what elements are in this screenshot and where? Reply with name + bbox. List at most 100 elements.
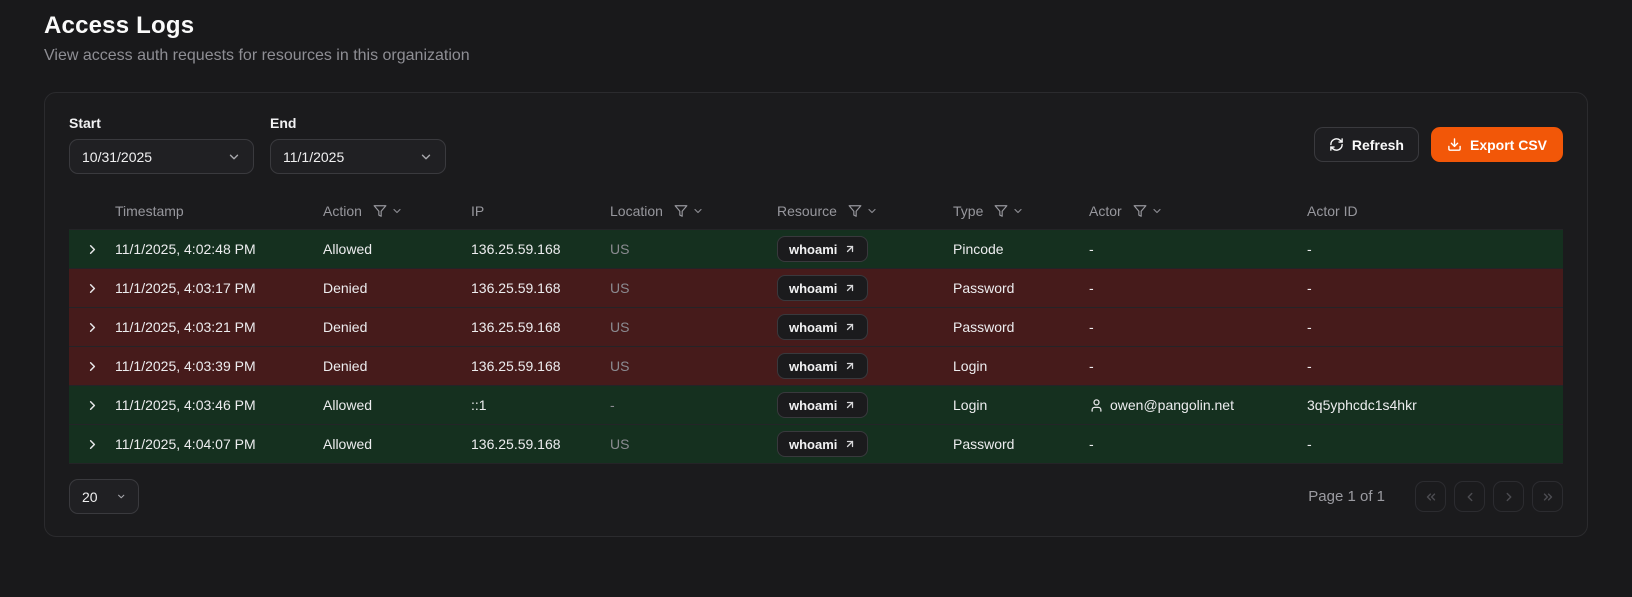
cell-timestamp: 11/1/2025, 4:02:48 PM	[115, 241, 256, 257]
expand-row-button[interactable]	[83, 396, 102, 415]
chevron-right-icon	[1506, 492, 1511, 501]
cell-actor-id: -	[1307, 436, 1312, 452]
refresh-button[interactable]: Refresh	[1313, 127, 1419, 162]
header-type: Type	[951, 203, 1087, 219]
chevron-down-icon[interactable]	[1012, 205, 1024, 217]
resource-link[interactable]: whoami	[777, 314, 869, 340]
arrow-up-right-icon	[847, 362, 854, 370]
resource-link[interactable]: whoami	[777, 431, 869, 457]
cell-resource: whoami	[775, 275, 951, 301]
cell-location: US	[610, 319, 630, 335]
chevron-down-icon	[229, 154, 239, 159]
cell-actor: -	[1089, 436, 1094, 452]
cell-actor-id: -	[1307, 319, 1312, 335]
table-body: 11/1/2025, 4:02:48 PM Allowed 136.25.59.…	[69, 229, 1563, 464]
cell-actor-id: -	[1307, 280, 1312, 296]
chevron-down-icon[interactable]	[866, 205, 878, 217]
prev-page-button[interactable]	[1454, 481, 1485, 512]
start-date-label: Start	[69, 115, 101, 131]
toolbar: Refresh Export CSV	[1313, 127, 1563, 162]
expand-row-button[interactable]	[83, 318, 102, 337]
page-size-value: 20	[82, 488, 98, 505]
filter-icon[interactable]	[1133, 204, 1147, 218]
table-row[interactable]: 11/1/2025, 4:03:17 PM Denied 136.25.59.1…	[69, 269, 1563, 308]
chevron-down-icon	[421, 154, 431, 159]
page-info: Page 1 of 1	[1308, 488, 1385, 505]
expand-row-button[interactable]	[83, 279, 102, 298]
chevron-down-icon[interactable]	[1151, 205, 1163, 217]
chevron-right-icon	[89, 400, 95, 410]
export-csv-button[interactable]: Export CSV	[1430, 127, 1563, 162]
cell-expand	[69, 318, 113, 337]
cell-ip: 136.25.59.168	[471, 280, 561, 296]
resource-link[interactable]: whoami	[777, 353, 869, 379]
cell-ip: 136.25.59.168	[471, 241, 561, 257]
cell-expand	[69, 435, 113, 454]
cell-timestamp: 11/1/2025, 4:03:46 PM	[115, 397, 256, 413]
table-row[interactable]: 11/1/2025, 4:03:21 PM Denied 136.25.59.1…	[69, 308, 1563, 347]
filters-row: Start 10/31/2025 End 11/1/2025 Refresh E…	[69, 115, 1563, 174]
cell-timestamp: 11/1/2025, 4:03:17 PM	[115, 280, 256, 296]
chevrons-right-icon	[1543, 492, 1552, 501]
arrow-up-right-icon	[847, 440, 854, 448]
end-date-label: End	[270, 115, 297, 131]
cell-type: Password	[953, 319, 1015, 335]
chevrons-left-icon	[1426, 492, 1435, 501]
filter-icon[interactable]	[848, 204, 862, 218]
chevron-down-icon[interactable]	[391, 205, 403, 217]
expand-row-button[interactable]	[83, 435, 102, 454]
header-action: Action	[321, 203, 469, 219]
cell-actor: -	[1089, 358, 1094, 374]
header-actor-id: Actor ID	[1307, 203, 1358, 219]
cell-action: Allowed	[323, 241, 373, 257]
cell-timestamp: 11/1/2025, 4:04:07 PM	[115, 436, 256, 452]
chevron-right-icon	[89, 283, 95, 293]
first-page-button[interactable]	[1415, 481, 1446, 512]
cell-action: Denied	[323, 319, 368, 335]
expand-row-button[interactable]	[83, 240, 102, 259]
access-logs-card: Start 10/31/2025 End 11/1/2025 Refresh E…	[44, 92, 1588, 537]
cell-location: US	[610, 436, 630, 452]
page-subtitle: View access auth requests for resources …	[44, 47, 470, 64]
cell-resource: whoami	[775, 353, 951, 379]
cell-actor: -	[1089, 241, 1094, 257]
cell-expand	[69, 357, 113, 376]
table-row[interactable]: 11/1/2025, 4:02:48 PM Allowed 136.25.59.…	[69, 230, 1563, 269]
table-row[interactable]: 11/1/2025, 4:03:46 PM Allowed ::1 - whoa…	[69, 386, 1563, 425]
next-page-button[interactable]	[1493, 481, 1524, 512]
refresh-icon	[1330, 138, 1343, 151]
page-size-select[interactable]: 20	[69, 479, 139, 514]
filter-icon[interactable]	[373, 204, 387, 218]
cell-actor-id: -	[1307, 358, 1312, 374]
filter-icon[interactable]	[674, 204, 688, 218]
end-date-value: 11/1/2025	[283, 148, 345, 165]
chevron-left-icon	[1467, 492, 1472, 501]
start-date-select[interactable]: 10/31/2025	[69, 139, 254, 174]
export-csv-label: Export CSV	[1469, 136, 1547, 153]
header-location: Location	[608, 203, 775, 219]
resource-link[interactable]: whoami	[777, 236, 869, 262]
resource-link[interactable]: whoami	[777, 275, 869, 301]
page-title: Access Logs	[44, 12, 195, 39]
resource-link[interactable]: whoami	[777, 392, 869, 418]
pagination-buttons	[1415, 481, 1563, 512]
cell-ip: 136.25.59.168	[471, 436, 561, 452]
cell-actor: -	[1089, 319, 1094, 335]
filter-icon[interactable]	[994, 204, 1008, 218]
cell-expand	[69, 240, 113, 259]
chevron-down-icon[interactable]	[692, 205, 704, 217]
cell-ip: 136.25.59.168	[471, 358, 561, 374]
cell-expand	[69, 396, 113, 415]
cell-action: Allowed	[323, 397, 373, 413]
table-header-row: Timestamp Action IP Location Resource	[69, 193, 1563, 229]
cell-location: US	[610, 358, 630, 374]
table-row[interactable]: 11/1/2025, 4:03:39 PM Denied 136.25.59.1…	[69, 347, 1563, 386]
table-row[interactable]: 11/1/2025, 4:04:07 PM Allowed 136.25.59.…	[69, 425, 1563, 464]
end-date-select[interactable]: 11/1/2025	[270, 139, 446, 174]
cell-actor-id: -	[1307, 241, 1312, 257]
cell-expand	[69, 279, 113, 298]
cell-type: Pincode	[953, 241, 1004, 257]
last-page-button[interactable]	[1532, 481, 1563, 512]
cell-resource: whoami	[775, 236, 951, 262]
expand-row-button[interactable]	[83, 357, 102, 376]
